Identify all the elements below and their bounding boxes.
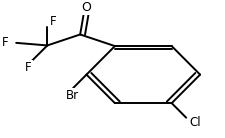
Text: Cl: Cl (189, 116, 200, 129)
Text: O: O (81, 2, 90, 14)
Text: Br: Br (65, 89, 78, 102)
Text: F: F (2, 36, 9, 49)
Text: F: F (25, 61, 32, 74)
Text: F: F (50, 15, 56, 28)
